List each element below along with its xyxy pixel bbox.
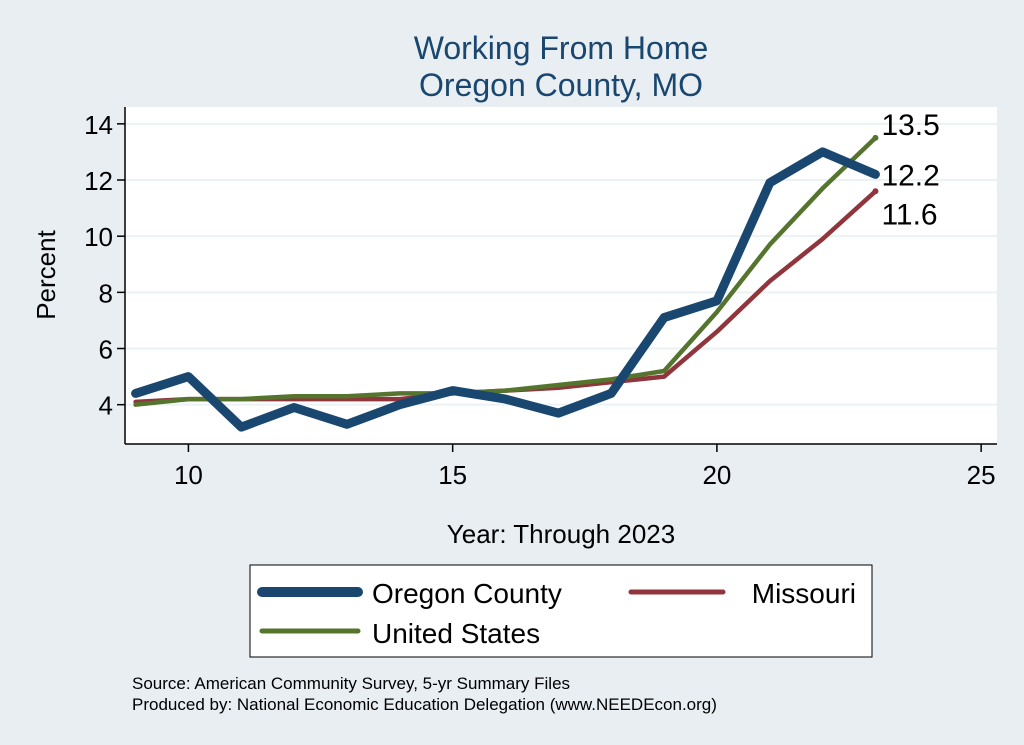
end-marker-oregon-county xyxy=(872,171,879,178)
plot-area xyxy=(125,107,997,444)
y-tick-label: 4 xyxy=(99,391,113,421)
axes: 4 6 8 10 12 14 10 15 20 25 xyxy=(84,107,997,490)
gridlines xyxy=(125,122,997,406)
series-lines xyxy=(131,135,880,432)
end-label-missouri: 11.6 xyxy=(881,198,937,231)
y-tick-label: 8 xyxy=(99,278,113,308)
end-marker-united-states xyxy=(872,134,879,141)
legend-label-united-states: United States xyxy=(372,618,540,649)
end-marker-missouri xyxy=(872,188,879,195)
y-tick-label: 12 xyxy=(84,166,113,196)
legend-label-oregon-county: Oregon County xyxy=(372,578,562,609)
producer-note: Produced by: National Economic Education… xyxy=(132,695,717,714)
end-label-oregon-county: 12.2 xyxy=(881,159,939,192)
end-labels: 12.2 11.6 13.5 xyxy=(872,109,940,231)
series-line-oregon-county xyxy=(131,147,880,432)
chart-title-line-2: Oregon County, MO xyxy=(419,67,703,103)
x-axis-label: Year: Through 2023 xyxy=(447,519,675,549)
legend: Oregon County Missouri United States xyxy=(249,564,873,658)
legend-label-missouri: Missouri xyxy=(752,578,856,609)
x-tick-label: 25 xyxy=(967,460,996,490)
y-tick-label: 6 xyxy=(99,335,113,365)
y-tick-label: 10 xyxy=(84,222,113,252)
legend-box xyxy=(249,564,873,658)
end-label-united-states: 13.5 xyxy=(881,109,939,142)
source-note: Source: American Community Survey, 5-yr … xyxy=(132,674,570,693)
x-tick-label: 15 xyxy=(438,460,467,490)
y-axis-label: Percent xyxy=(31,229,61,319)
y-tick-label: 14 xyxy=(84,110,113,140)
series-line-united-states xyxy=(133,135,878,407)
chart-title-line-1: Working From Home xyxy=(414,30,709,66)
x-tick-label: 20 xyxy=(702,460,731,490)
x-tick-label: 10 xyxy=(174,460,203,490)
